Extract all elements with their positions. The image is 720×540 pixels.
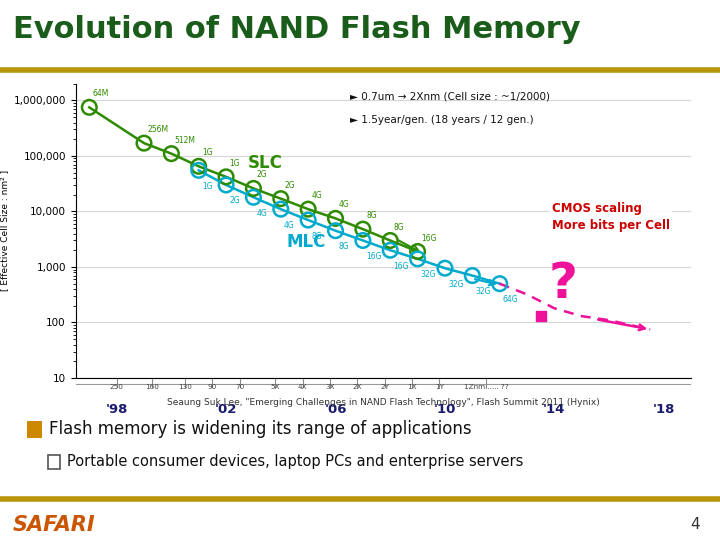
Text: 1G: 1G: [202, 182, 212, 191]
Text: 8G: 8G: [366, 211, 377, 220]
Point: [220, 181, 232, 190]
Point: [166, 150, 177, 158]
Text: 4G: 4G: [284, 221, 294, 230]
Text: 4X: 4X: [298, 384, 307, 390]
Point: [439, 264, 451, 273]
Text: 512M: 512M: [175, 136, 196, 145]
Text: 4G: 4G: [339, 200, 349, 210]
Point: [84, 103, 95, 112]
Text: 32G: 32G: [476, 287, 491, 296]
Point: [357, 225, 369, 233]
Text: 1Znm...... ??: 1Znm...... ??: [464, 384, 508, 390]
Text: 2G: 2G: [230, 197, 240, 206]
Text: 2G: 2G: [257, 171, 267, 179]
Text: 70: 70: [235, 384, 244, 390]
Text: Portable consumer devices, laptop PCs and enterprise servers: Portable consumer devices, laptop PCs an…: [67, 454, 523, 469]
Text: 64M: 64M: [93, 90, 109, 98]
Text: Flash memory is widening its range of applications: Flash memory is widening its range of ap…: [49, 420, 472, 438]
Text: 1Y: 1Y: [435, 384, 444, 390]
Text: Evolution of NAND Flash Memory: Evolution of NAND Flash Memory: [13, 15, 580, 44]
Text: 32G: 32G: [421, 271, 436, 279]
Text: 8G: 8G: [339, 242, 349, 251]
Text: ?: ?: [548, 260, 577, 308]
Point: [193, 162, 204, 171]
Point: [412, 247, 423, 256]
Text: 2X: 2X: [353, 384, 362, 390]
Text: 16G: 16G: [394, 262, 409, 271]
Point: [384, 246, 396, 254]
Point: [494, 279, 505, 288]
Point: [193, 166, 204, 174]
Point: [248, 193, 259, 201]
Text: 4: 4: [690, 517, 700, 532]
Text: 90: 90: [208, 384, 217, 390]
Point: [535, 312, 546, 320]
Text: 2G: 2G: [284, 181, 294, 190]
Text: 160: 160: [145, 384, 159, 390]
Y-axis label: [ Effective Cell Size : nm² ]: [ Effective Cell Size : nm² ]: [0, 170, 9, 292]
Text: MLC: MLC: [287, 233, 325, 251]
Text: 16G: 16G: [366, 252, 382, 261]
Text: 2Y: 2Y: [380, 384, 390, 390]
Text: 5X: 5X: [271, 384, 280, 390]
Text: 8G: 8G: [312, 232, 322, 241]
Text: 256M: 256M: [148, 125, 168, 134]
Text: 1G: 1G: [202, 148, 212, 157]
Text: 4G: 4G: [312, 191, 322, 200]
Point: [467, 271, 478, 280]
Text: 1X: 1X: [408, 384, 417, 390]
Text: SLC: SLC: [248, 154, 283, 172]
Text: 64G: 64G: [503, 295, 518, 304]
Text: ► 1.5year/gen. (18 years / 12 gen.): ► 1.5year/gen. (18 years / 12 gen.): [349, 114, 534, 125]
Point: [302, 215, 314, 224]
Text: 8G: 8G: [394, 222, 404, 232]
Text: 1G: 1G: [230, 159, 240, 168]
Bar: [27, 421, 42, 438]
Text: 16G: 16G: [421, 233, 436, 242]
Text: 130: 130: [178, 384, 192, 390]
Text: 4G: 4G: [257, 209, 267, 218]
Point: [357, 236, 369, 245]
Text: SAFARI: SAFARI: [13, 515, 96, 535]
Point: [412, 254, 423, 263]
Text: Seaung Suk Lee, "Emerging Challenges in NAND Flash Technology", Flash Summit 201: Seaung Suk Lee, "Emerging Challenges in …: [167, 398, 600, 407]
Point: [384, 236, 396, 245]
Point: [302, 205, 314, 213]
Text: 32G: 32G: [449, 280, 464, 289]
Point: [248, 184, 259, 193]
Point: [275, 205, 287, 213]
Text: 250: 250: [109, 384, 124, 390]
Point: [220, 172, 232, 181]
Point: [275, 194, 287, 203]
Point: [330, 214, 341, 222]
Point: [330, 226, 341, 235]
Text: ► 0.7um → 2Xnm (Cell size : ~1/2000): ► 0.7um → 2Xnm (Cell size : ~1/2000): [349, 91, 549, 101]
Text: CMOS scaling
More bits per Cell: CMOS scaling More bits per Cell: [552, 202, 670, 232]
Bar: [48, 455, 60, 469]
Point: [138, 139, 150, 147]
Text: 3X: 3X: [325, 384, 335, 390]
